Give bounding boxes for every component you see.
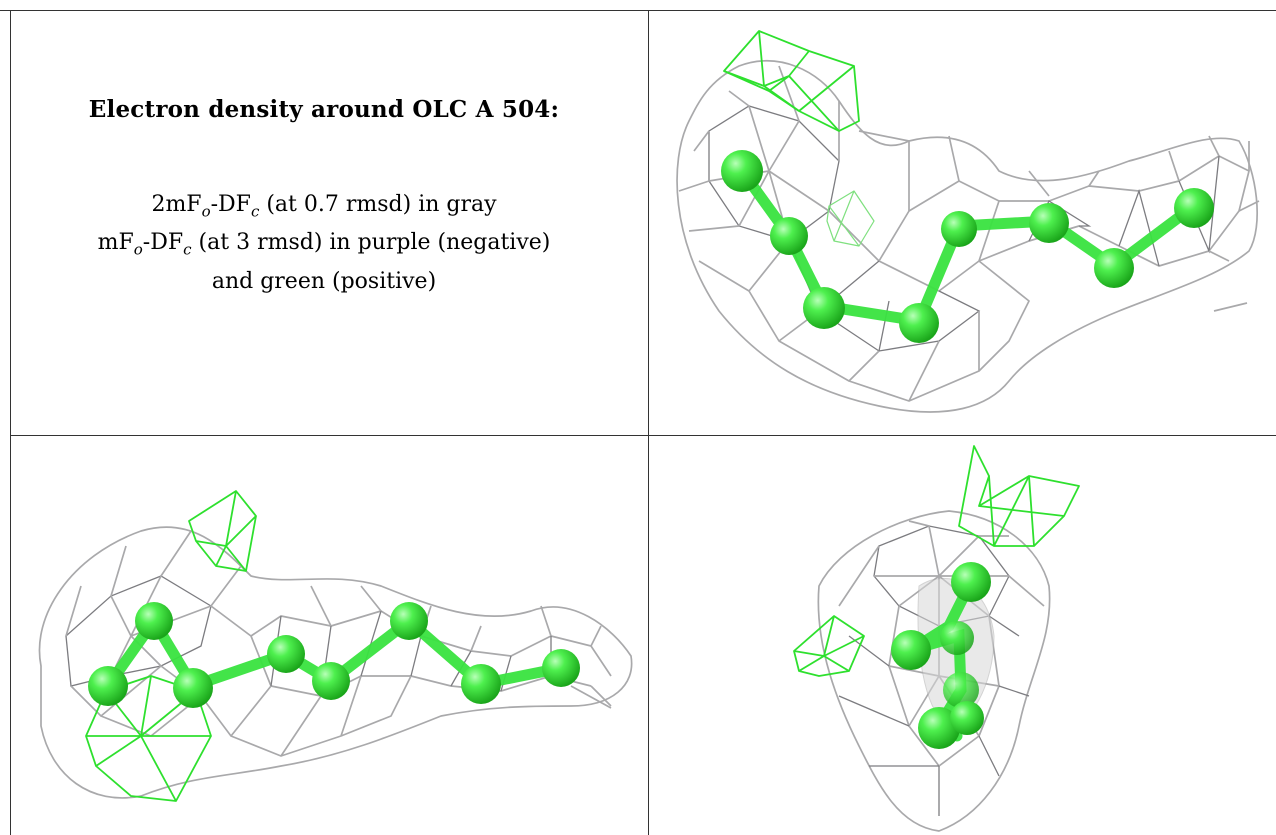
ligand-atoms — [88, 602, 580, 708]
green-positive-mesh — [723, 30, 875, 247]
description-line-1: 2mFo-DFc (at 0.7 rmsd) in gray — [151, 192, 497, 221]
gray-density-mesh — [817, 510, 1051, 832]
density-view-bottom-right — [793, 445, 1080, 832]
description-line-3: and green (positive) — [211, 268, 437, 294]
top-border — [0, 10, 1276, 11]
density-view-bottom-left — [38, 490, 633, 802]
middle-vertical-divider — [648, 10, 649, 835]
density-view-top-right — [676, 30, 1260, 413]
ligand-atoms — [721, 150, 1214, 343]
left-border — [10, 10, 11, 835]
figure-description: 2mFo-DFc (at 0.7 rmsd) in gray mFo-DFc (… — [98, 189, 551, 297]
green-positive-mesh — [793, 445, 1080, 677]
description-line-2: mFo-DFc (at 3 rmsd) in purple (negative) — [97, 230, 551, 259]
green-positive-mesh — [85, 490, 257, 802]
ligand-atoms — [891, 562, 991, 749]
figure-title: Electron density around OLC A 504: — [88, 96, 560, 123]
caption-panel: Electron density around OLC A 504: 2mFo-… — [0, 10, 648, 435]
middle-horizontal-divider — [10, 435, 1276, 436]
